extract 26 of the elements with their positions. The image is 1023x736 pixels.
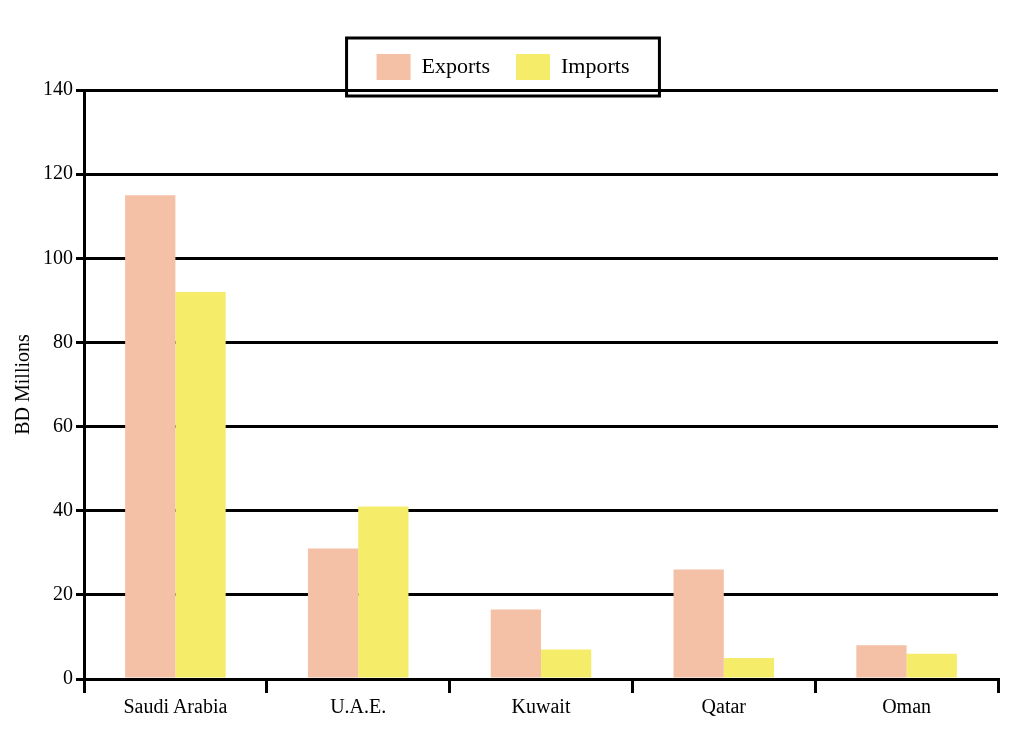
legend-label: Imports	[561, 52, 630, 78]
y-tick-label: 60	[53, 413, 73, 436]
y-tick-label: 120	[43, 161, 73, 184]
x-tick-label: Saudi Arabia	[123, 695, 228, 718]
x-tick-label: Qatar	[701, 695, 747, 718]
bar	[125, 195, 176, 678]
bar	[856, 645, 907, 678]
x-tick-label: Oman	[882, 695, 932, 718]
y-tick-label: 40	[53, 497, 73, 520]
legend-label: Exports	[421, 52, 491, 78]
bar	[723, 657, 775, 678]
x-tick-label: Kuwait	[511, 695, 571, 718]
bar	[490, 609, 541, 678]
x-tick-label: U.A.E.	[330, 695, 387, 718]
bar	[541, 649, 592, 678]
y-tick-label: 80	[53, 329, 73, 352]
y-tick-label: 20	[53, 582, 73, 605]
y-tick-label: 0	[63, 666, 73, 689]
bar	[307, 548, 359, 678]
bar	[906, 653, 957, 678]
y-tick-label: 100	[43, 245, 73, 268]
bar	[175, 291, 226, 678]
y-tick-label: 140	[43, 77, 73, 100]
bar	[673, 569, 724, 678]
bar	[358, 506, 409, 678]
y-axis-title: BD Millions	[11, 334, 34, 435]
